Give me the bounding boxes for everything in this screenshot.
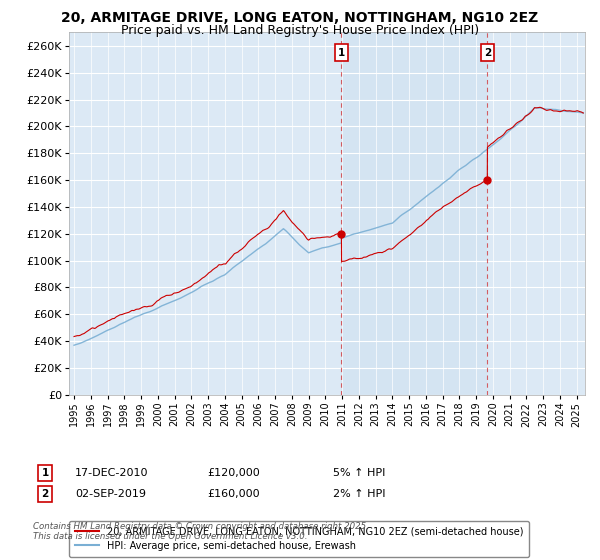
Text: 2: 2 bbox=[41, 489, 49, 499]
Text: 20, ARMITAGE DRIVE, LONG EATON, NOTTINGHAM, NG10 2EZ: 20, ARMITAGE DRIVE, LONG EATON, NOTTINGH… bbox=[61, 11, 539, 25]
Text: 5% ↑ HPI: 5% ↑ HPI bbox=[333, 468, 385, 478]
Text: 1: 1 bbox=[338, 48, 345, 58]
Text: £160,000: £160,000 bbox=[207, 489, 260, 499]
Text: Contains HM Land Registry data © Crown copyright and database right 2025.
This d: Contains HM Land Registry data © Crown c… bbox=[33, 522, 369, 542]
Text: 1: 1 bbox=[41, 468, 49, 478]
Text: Price paid vs. HM Land Registry's House Price Index (HPI): Price paid vs. HM Land Registry's House … bbox=[121, 24, 479, 36]
Text: £120,000: £120,000 bbox=[207, 468, 260, 478]
Text: 2: 2 bbox=[484, 48, 491, 58]
Text: 17-DEC-2010: 17-DEC-2010 bbox=[75, 468, 149, 478]
Text: 02-SEP-2019: 02-SEP-2019 bbox=[75, 489, 146, 499]
Legend: 20, ARMITAGE DRIVE, LONG EATON, NOTTINGHAM, NG10 2EZ (semi-detached house), HPI:: 20, ARMITAGE DRIVE, LONG EATON, NOTTINGH… bbox=[69, 521, 529, 557]
Text: 2% ↑ HPI: 2% ↑ HPI bbox=[333, 489, 386, 499]
Bar bbox=[341, 32, 487, 395]
